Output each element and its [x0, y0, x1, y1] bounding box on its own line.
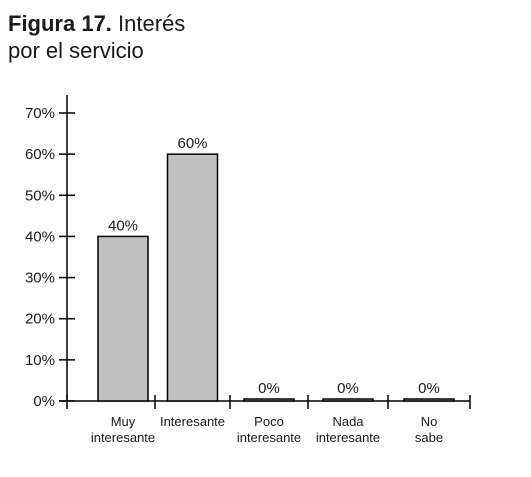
figure-label: Figura 17. — [8, 11, 112, 36]
category-label: Muy — [111, 414, 136, 429]
data-label: 0% — [337, 380, 359, 397]
category-label: No — [421, 414, 438, 429]
y-tick-label: 20% — [25, 311, 55, 328]
y-tick-label: 70% — [25, 105, 55, 122]
bar — [403, 398, 455, 402]
data-label: 0% — [258, 380, 280, 397]
category-label: interesante — [316, 430, 380, 445]
data-label: 40% — [108, 217, 138, 234]
category-label: interesante — [237, 430, 301, 445]
data-label: 60% — [177, 135, 207, 152]
bar — [166, 153, 219, 402]
title-line2: por el servicio — [8, 38, 144, 63]
y-tick-label: 40% — [25, 228, 55, 245]
y-tick-label: 10% — [25, 352, 55, 369]
category-label: Interesante — [160, 414, 225, 429]
category-label: sabe — [415, 430, 443, 445]
title-line1: Interés — [118, 11, 186, 36]
y-tick-label: 60% — [25, 146, 55, 163]
chart-title: Figura 17. Interés por el servicio — [8, 10, 185, 64]
y-tick-label: 0% — [33, 393, 55, 410]
category-label: Poco — [254, 414, 284, 429]
bar — [322, 398, 374, 402]
y-tick-label: 50% — [25, 187, 55, 204]
bar — [243, 398, 295, 402]
bar — [97, 235, 149, 402]
data-label: 0% — [418, 380, 440, 397]
category-label: Nada — [332, 414, 364, 429]
category-label: interesante — [91, 430, 155, 445]
y-tick-label: 30% — [25, 270, 55, 287]
